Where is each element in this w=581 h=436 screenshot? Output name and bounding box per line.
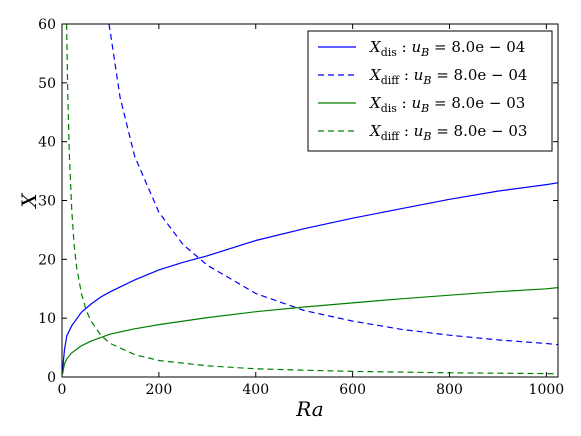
y-tick-label: 0 — [47, 370, 56, 386]
y-tick-label: 60 — [38, 17, 56, 33]
legend-label-2: Xdiff : uB = 8.0e − 04 — [369, 66, 527, 87]
y-axis-label: X — [17, 193, 41, 210]
x-tick-label: 600 — [339, 382, 366, 398]
x-tick-label: 200 — [146, 382, 173, 398]
legend: Xdis : uB = 8.0e − 04 Xdiff : uB = 8.0e −… — [307, 30, 553, 152]
y-axis-ticks: 0 10 20 30 40 50 60 — [38, 17, 558, 386]
series-line-1 — [62, 182, 558, 372]
y-tick-label: 20 — [38, 252, 56, 268]
y-tick-label: 50 — [38, 76, 56, 92]
y-tick-label: 10 — [38, 311, 56, 327]
legend-label-3: Xdis : uB = 8.0e − 03 — [369, 94, 525, 115]
legend-label-1: Xdis : uB = 8.0e − 04 — [369, 38, 525, 59]
x-axis-ticks: 0 200 400 600 800 1000 — [58, 24, 565, 398]
series-line-2 — [108, 24, 558, 346]
y-tick-label: 40 — [38, 135, 56, 151]
x-axis-label: Ra — [295, 397, 323, 421]
legend-label-4: Xdiff : uB = 8.0e − 03 — [369, 122, 527, 143]
x-tick-label: 0 — [58, 382, 67, 398]
x-tick-label: 1000 — [529, 382, 565, 398]
series-line-3 — [62, 287, 558, 375]
x-tick-label: 400 — [242, 382, 269, 398]
series-line-4 — [66, 24, 558, 375]
y-tick-label: 30 — [38, 194, 56, 210]
x-tick-label: 800 — [436, 382, 463, 398]
plot-lines — [62, 24, 558, 375]
